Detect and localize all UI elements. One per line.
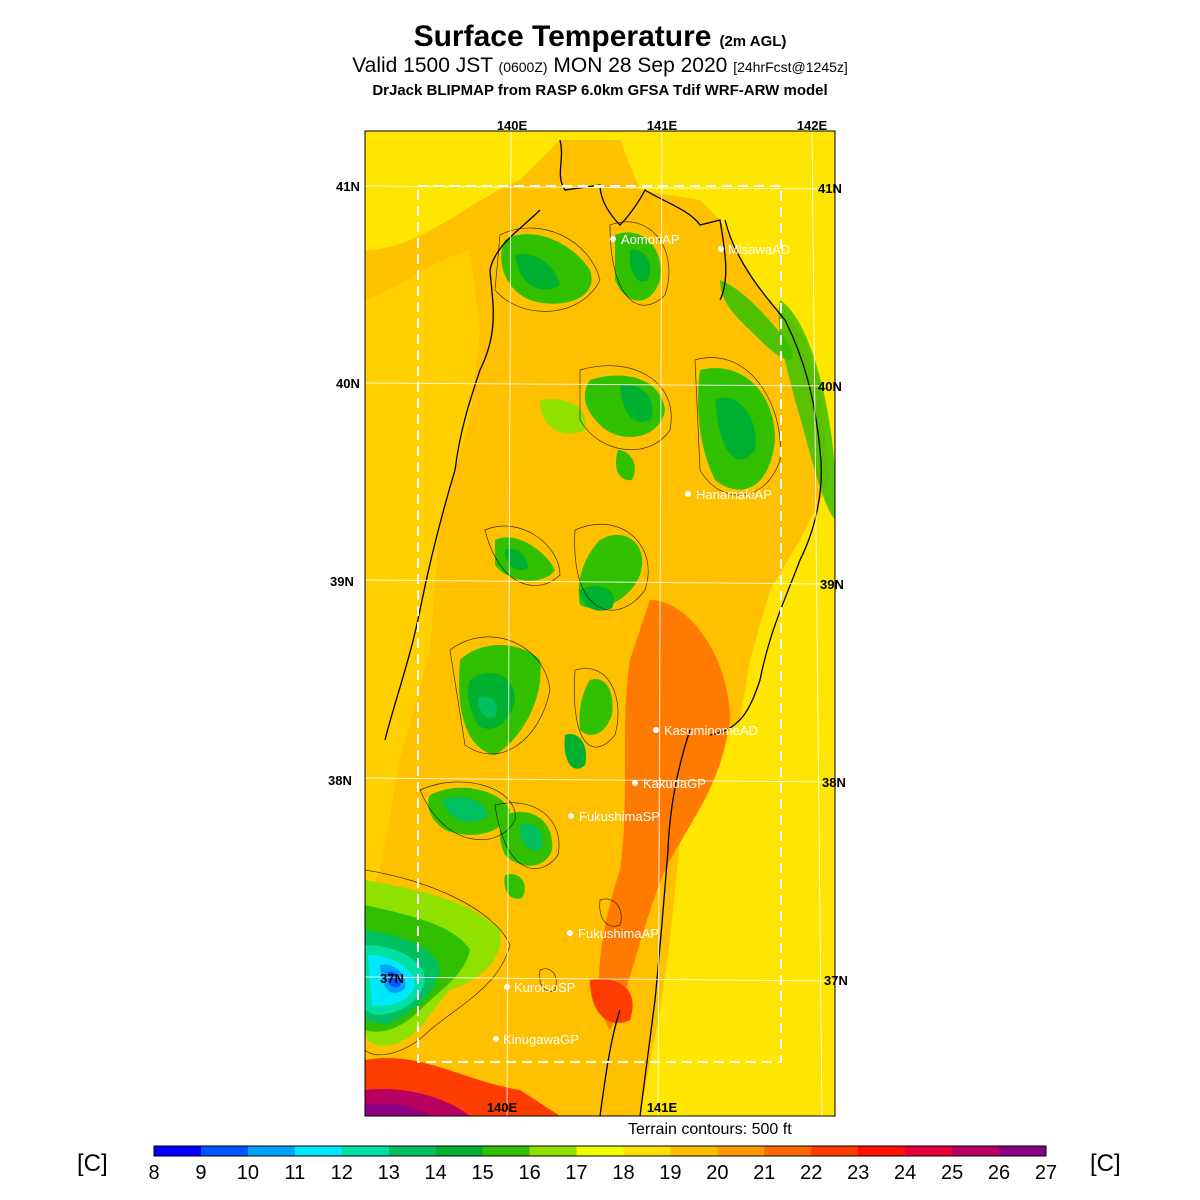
colorbar-unit-left: [C]	[77, 1150, 108, 1177]
lon-label-top: 142E	[797, 118, 828, 133]
colorbar-tick-label: 27	[1035, 1162, 1057, 1184]
colorbar-swatch	[905, 1146, 953, 1156]
lat-label-right: 41N	[818, 181, 842, 196]
map-title: Surface Temperature (2m AGL)	[413, 20, 787, 53]
colorbar-swatch	[435, 1146, 484, 1156]
lat-label-right: 37N	[824, 973, 848, 988]
station-dot	[653, 727, 659, 733]
colorbar-swatch	[388, 1146, 437, 1156]
colorbar-tick-label: 19	[659, 1162, 681, 1184]
colorbar-tick-label: 11	[284, 1162, 305, 1184]
colorbar-swatch	[623, 1146, 671, 1156]
colorbar-swatch	[858, 1146, 906, 1156]
station-dot	[718, 246, 724, 252]
colorbar-swatch	[999, 1146, 1047, 1156]
lat-label-right: 38N	[822, 775, 846, 790]
colorbar-swatch	[294, 1146, 343, 1156]
colorbar-tick-label: 8	[148, 1162, 159, 1184]
station-dot	[610, 236, 616, 242]
lon-label-bottom: 140E	[487, 1100, 518, 1115]
colorbar-swatch	[529, 1146, 577, 1156]
colorbar-tick-label: 20	[706, 1162, 728, 1184]
colorbar-swatch	[764, 1146, 812, 1156]
colorbar-tick-label: 14	[425, 1162, 447, 1184]
station-dot	[632, 780, 638, 786]
station-dot	[685, 491, 691, 497]
colorbar-tick-label: 13	[378, 1162, 400, 1184]
lat-label-left: 38N	[328, 773, 352, 788]
colorbar-swatch	[952, 1146, 1000, 1156]
station-dot	[568, 813, 574, 819]
colorbar-tick-label: 15	[472, 1162, 494, 1184]
lat-label-left: 40N	[336, 376, 360, 391]
colorbar-tick-label: 17	[565, 1162, 587, 1184]
colorbar-tick-label: 12	[331, 1162, 353, 1184]
station-label: HanamakiAP	[696, 487, 772, 502]
colorbar: 8 9 10 11 12 13 14 15 16 17 18 19 20 21 22 23 24 25 26 27	[148, 1145, 1057, 1184]
colorbar-swatch	[341, 1146, 390, 1156]
colorbar-tick-label: 23	[847, 1162, 869, 1184]
map-frame	[364, 130, 836, 1117]
colorbar-swatch	[482, 1146, 530, 1156]
station-label: KasuminomeAD	[664, 723, 758, 738]
station-label: MisawaAD	[728, 242, 790, 257]
colorbar-tick-label: 26	[988, 1162, 1010, 1184]
station-label: FukushimaSP	[579, 809, 660, 824]
colorbar-tick-label: 10	[237, 1162, 259, 1184]
colorbar-tick-label: 18	[612, 1162, 634, 1184]
colorbar-swatch	[247, 1146, 296, 1156]
station-markers: AomoriAP MisawaAD HanamakiAP KasuminomeA…	[493, 232, 790, 1047]
terrain-contour-note: Terrain contours: 500 ft	[628, 1121, 792, 1138]
station-label: KuroisoSP	[514, 980, 575, 995]
colorbar-frame	[153, 1145, 1047, 1157]
station-dot	[493, 1036, 499, 1042]
model-description: DrJack BLIPMAP from RASP 6.0km GFSA Tdif…	[372, 82, 828, 99]
lon-label-top: 140E	[497, 118, 528, 133]
lat-label-left: 41N	[336, 179, 360, 194]
station-dot	[567, 930, 573, 936]
colorbar-swatch	[576, 1146, 624, 1156]
coastline	[384, 139, 822, 1116]
station-label: AomoriAP	[621, 232, 680, 247]
colorbar-unit-right: [C]	[1090, 1150, 1121, 1177]
colorbar-tick-label: 16	[518, 1162, 540, 1184]
lat-label-right: 39N	[820, 577, 844, 592]
colorbar-swatch	[717, 1146, 765, 1156]
lon-label-bottom: 141E	[647, 1100, 678, 1115]
colorbar-swatch	[154, 1146, 202, 1156]
colorbar-tick-label: 9	[195, 1162, 206, 1184]
graticule	[364, 130, 836, 1117]
inner-domain-box	[417, 185, 782, 1063]
station-dot	[504, 984, 510, 990]
colorbar-tick-label: 25	[941, 1162, 963, 1184]
lat-label-left: 37N	[380, 971, 404, 986]
colorbar-swatch	[670, 1146, 718, 1156]
station-label: KakudaGP	[643, 776, 706, 791]
colorbar-tick-label: 24	[894, 1162, 916, 1184]
lat-label-left: 39N	[330, 574, 354, 589]
lon-label-top: 141E	[647, 118, 678, 133]
colorbar-swatch	[811, 1146, 859, 1156]
colorbar-tick-label: 22	[800, 1162, 822, 1184]
valid-time: Valid 1500 JST (0600Z) MON 28 Sep 2020 […	[352, 54, 848, 77]
lat-label-right: 40N	[818, 379, 842, 394]
station-label: FukushimaAP	[578, 926, 659, 941]
station-label: KinugawaGP	[503, 1032, 579, 1047]
colorbar-swatch	[200, 1146, 249, 1156]
colorbar-tick-label: 21	[753, 1162, 775, 1184]
